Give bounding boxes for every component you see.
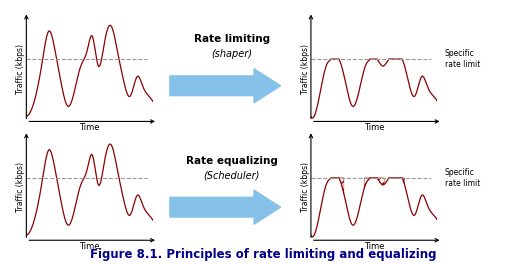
Text: Specific
rate limit: Specific rate limit (445, 168, 481, 188)
Text: (shaper): (shaper) (211, 49, 252, 59)
Y-axis label: Traffic (kbps): Traffic (kbps) (300, 44, 309, 94)
Text: Rate equalizing: Rate equalizing (186, 155, 278, 166)
Text: Specific
rate limit: Specific rate limit (445, 49, 481, 69)
FancyArrow shape (170, 69, 280, 103)
X-axis label: Time: Time (80, 242, 100, 251)
Y-axis label: Traffic (kbps): Traffic (kbps) (16, 162, 25, 213)
X-axis label: Time: Time (364, 123, 384, 132)
X-axis label: Time: Time (364, 242, 384, 251)
X-axis label: Time: Time (80, 123, 100, 132)
Y-axis label: Traffic (kbps): Traffic (kbps) (16, 44, 25, 94)
FancyArrow shape (170, 190, 280, 224)
Text: Figure 8.1. Principles of rate limiting and equalizing: Figure 8.1. Principles of rate limiting … (90, 248, 437, 261)
Text: Rate limiting: Rate limiting (194, 34, 270, 44)
Text: (Scheduler): (Scheduler) (204, 171, 260, 181)
Y-axis label: Traffic (kbps): Traffic (kbps) (300, 162, 309, 213)
